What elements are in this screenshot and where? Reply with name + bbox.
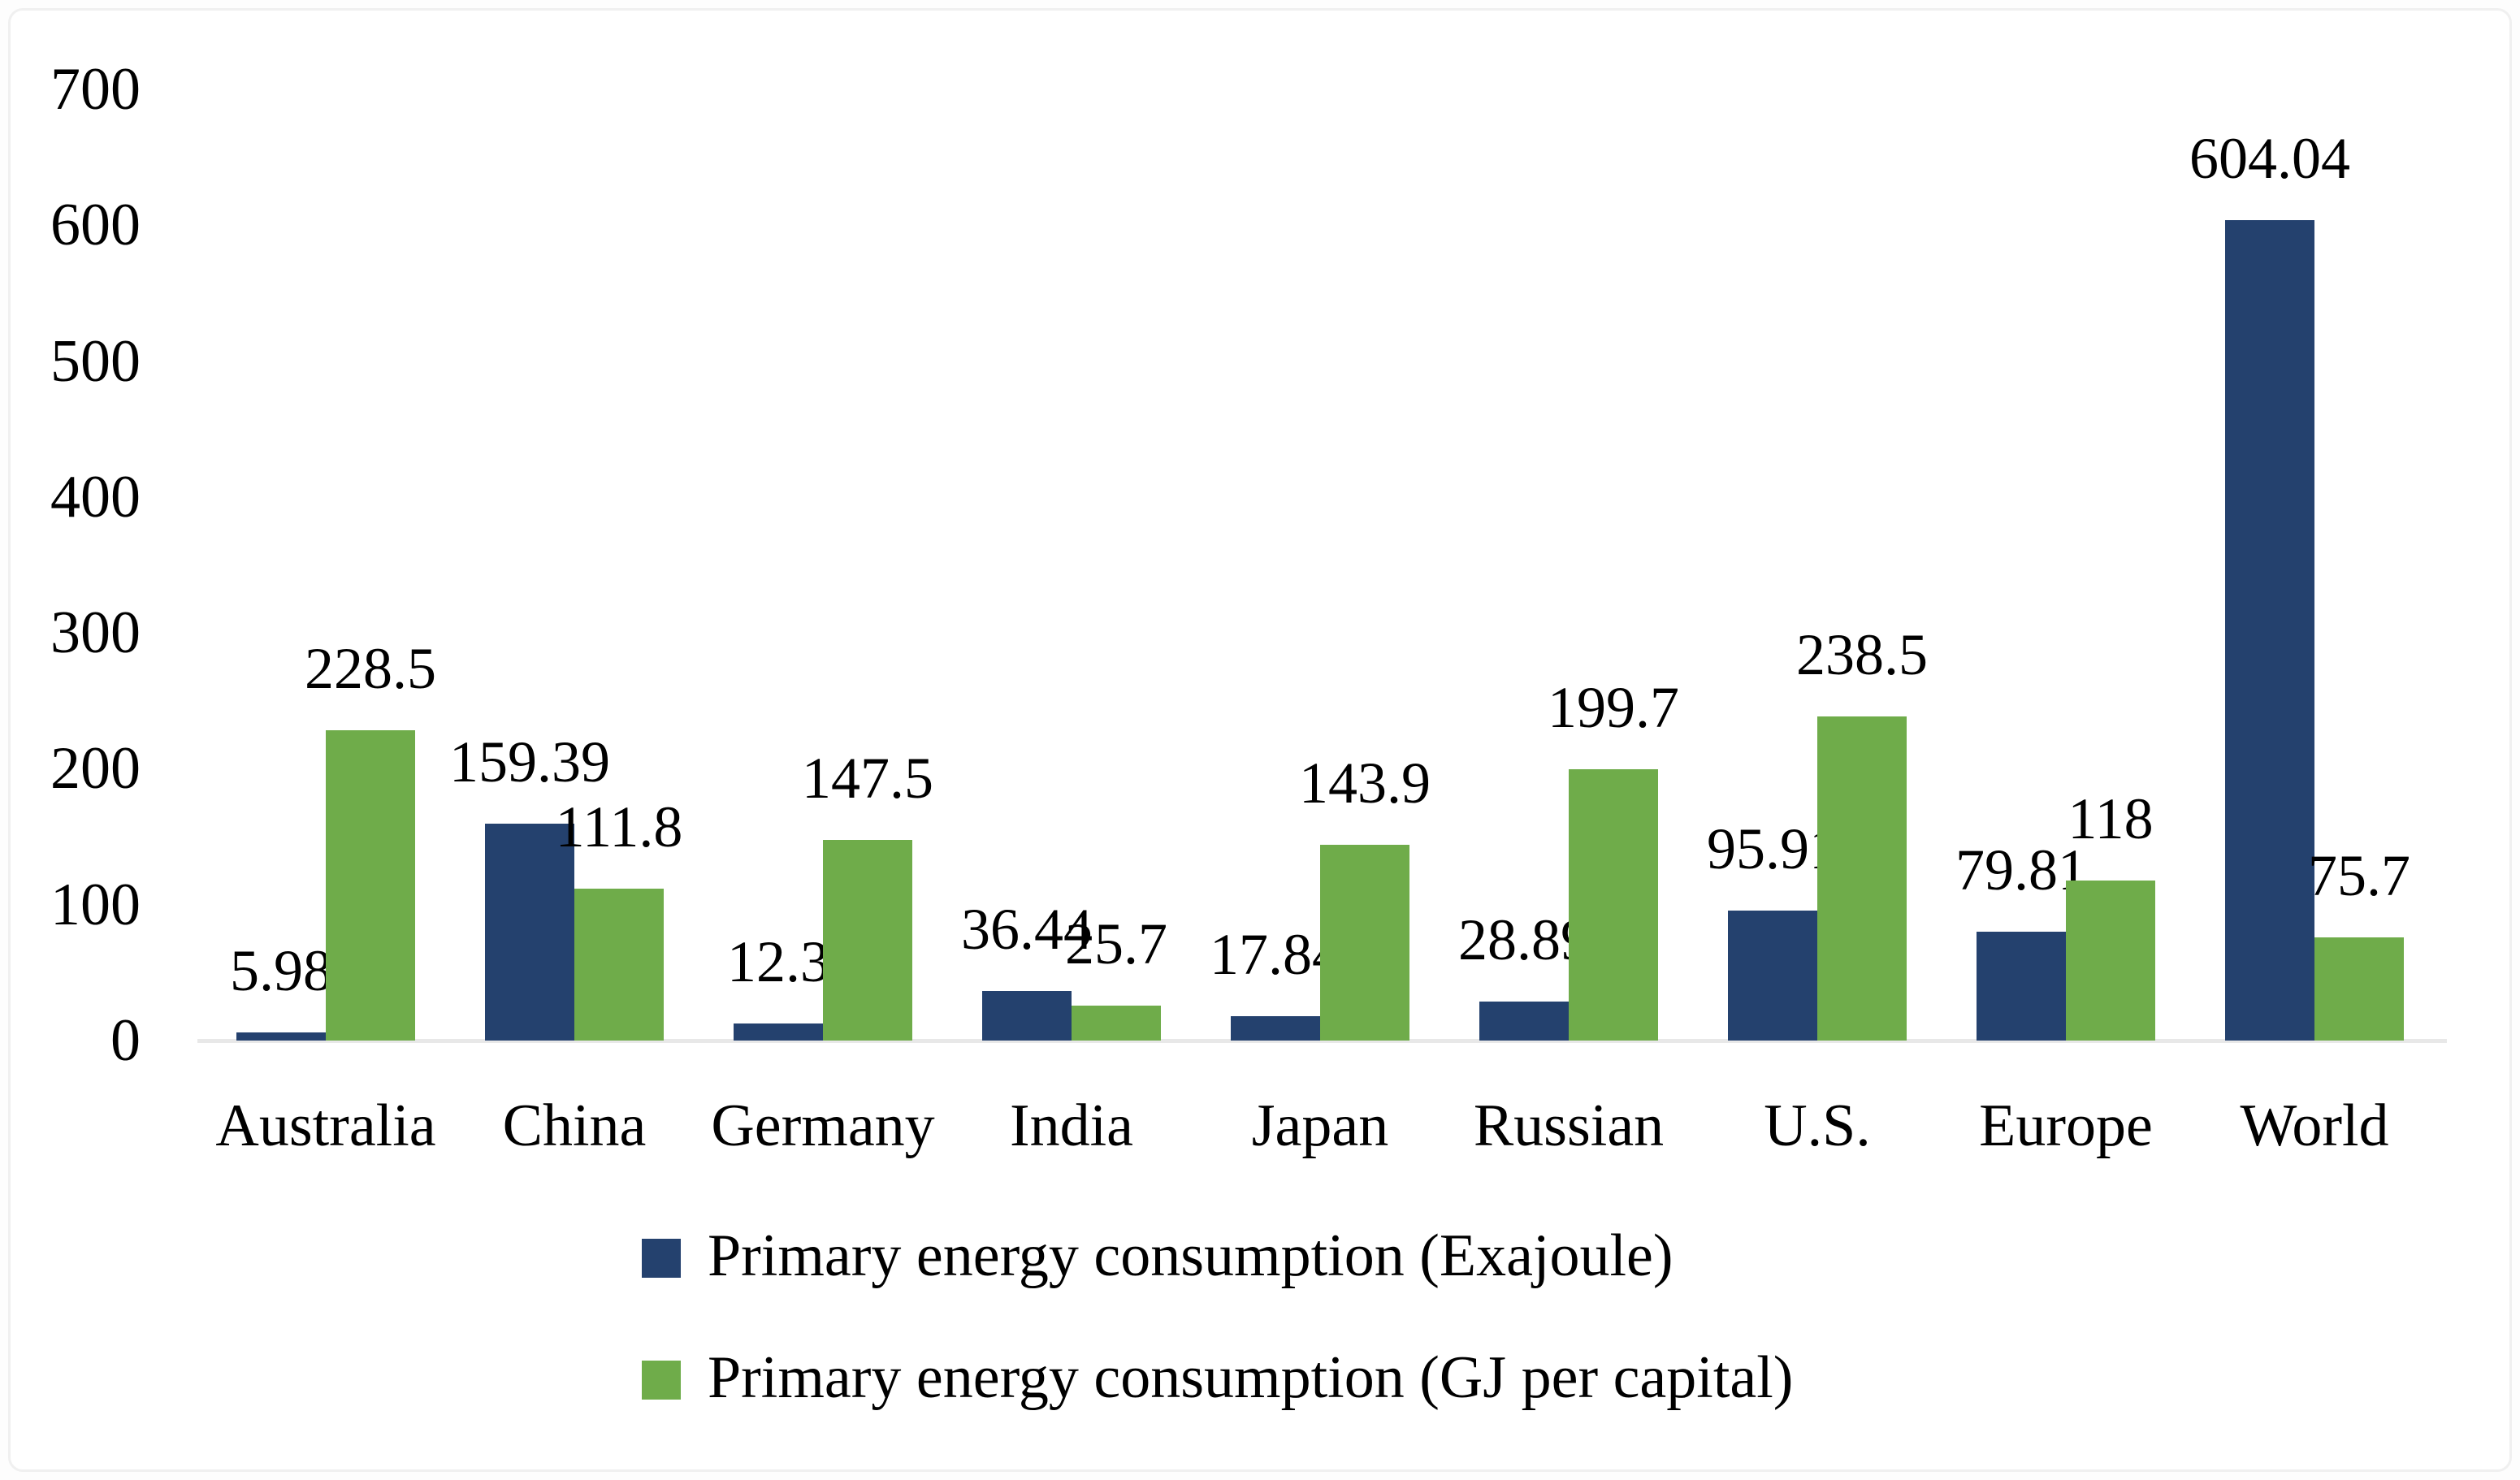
- bar-exajoule-world: [2225, 220, 2314, 1041]
- data-label-gj-per-capital: 147.5: [802, 746, 933, 811]
- data-label-gj-per-capital: 143.9: [1299, 751, 1431, 816]
- bar-exajoule-europe: [1977, 932, 2066, 1041]
- bar-gj-per-capital-india: [1072, 1006, 1161, 1041]
- legend-label: Primary energy consumption (Exajoule): [708, 1223, 1674, 1289]
- x-axis-line: [197, 1039, 2447, 1043]
- data-label-gj-per-capital: 118: [2068, 786, 2154, 851]
- bar-gj-per-capital-japan: [1320, 845, 1409, 1041]
- bar-exajoule-germany: [734, 1023, 823, 1041]
- chart-plot-background: 0 100 200 300 400 500 600 700 5.98 228.5 159.39 11…: [8, 8, 2512, 1472]
- bar-exajoule-us: [1728, 911, 1817, 1041]
- data-label-gj-per-capital: 228.5: [305, 636, 436, 701]
- data-label-exajoule: 95.91: [1707, 816, 1838, 881]
- bar-gj-per-capital-us: [1817, 716, 1907, 1041]
- data-label-exajoule: 12.3: [727, 929, 829, 994]
- x-category-label: India: [1009, 1093, 1134, 1159]
- bar-exajoule-japan: [1231, 1016, 1320, 1041]
- x-category-label: World: [2240, 1093, 2389, 1159]
- legend-swatch-exajoule: [642, 1239, 681, 1278]
- data-label-gj-per-capital: 25.7: [1065, 911, 1167, 976]
- bar-exajoule-china: [485, 824, 574, 1041]
- bar-exajoule-australia: [236, 1032, 326, 1041]
- x-category-label: Europe: [1979, 1093, 2153, 1159]
- data-label-gj-per-capital: 75.7: [2308, 843, 2410, 908]
- y-tick-label: 400: [50, 463, 141, 530]
- y-tick-label: 500: [50, 327, 141, 395]
- bar-gj-per-capital-europe: [2066, 881, 2155, 1041]
- data-label-exajoule: 79.81: [1955, 837, 2087, 902]
- bar-gj-per-capital-germany: [823, 840, 912, 1041]
- y-tick-label: 0: [110, 1007, 141, 1074]
- data-label-exajoule: 17.84: [1210, 922, 1341, 987]
- x-category-label: Japan: [1251, 1093, 1389, 1159]
- x-category-label: Germany: [711, 1093, 935, 1159]
- x-category-label: China: [502, 1093, 647, 1159]
- data-label-exajoule: 159.39: [449, 729, 610, 794]
- y-tick-label: 300: [50, 599, 141, 667]
- data-label-exajoule: 604.04: [2189, 126, 2350, 191]
- bar-gj-per-capital-russian: [1569, 769, 1658, 1041]
- data-label-exajoule: 36.44: [961, 897, 1093, 962]
- y-tick-label: 100: [50, 871, 141, 938]
- bar-exajoule-russian: [1479, 1002, 1569, 1041]
- data-label-gj-per-capital: 199.7: [1548, 675, 1679, 740]
- bar-gj-per-capital-world: [2314, 937, 2404, 1041]
- y-tick-label: 700: [50, 56, 141, 123]
- x-category-label: Russian: [1473, 1093, 1665, 1159]
- legend-swatch-gj-per-capital: [642, 1361, 681, 1400]
- x-category-label: Australia: [215, 1093, 436, 1159]
- bar-gj-per-capital-australia: [326, 730, 415, 1041]
- bar-gj-per-capital-china: [574, 889, 664, 1041]
- data-label-gj-per-capital: 111.8: [555, 794, 683, 859]
- data-label-gj-per-capital: 238.5: [1796, 622, 1928, 687]
- y-tick-label: 600: [50, 192, 141, 259]
- data-label-exajoule: 28.89: [1458, 907, 1590, 972]
- bar-exajoule-india: [982, 991, 1072, 1041]
- legend-label: Primary energy consumption (GJ per capit…: [708, 1344, 1794, 1411]
- x-category-label: U.S.: [1764, 1093, 1871, 1159]
- data-label-exajoule: 5.98: [230, 938, 332, 1003]
- y-tick-label: 200: [50, 735, 141, 803]
